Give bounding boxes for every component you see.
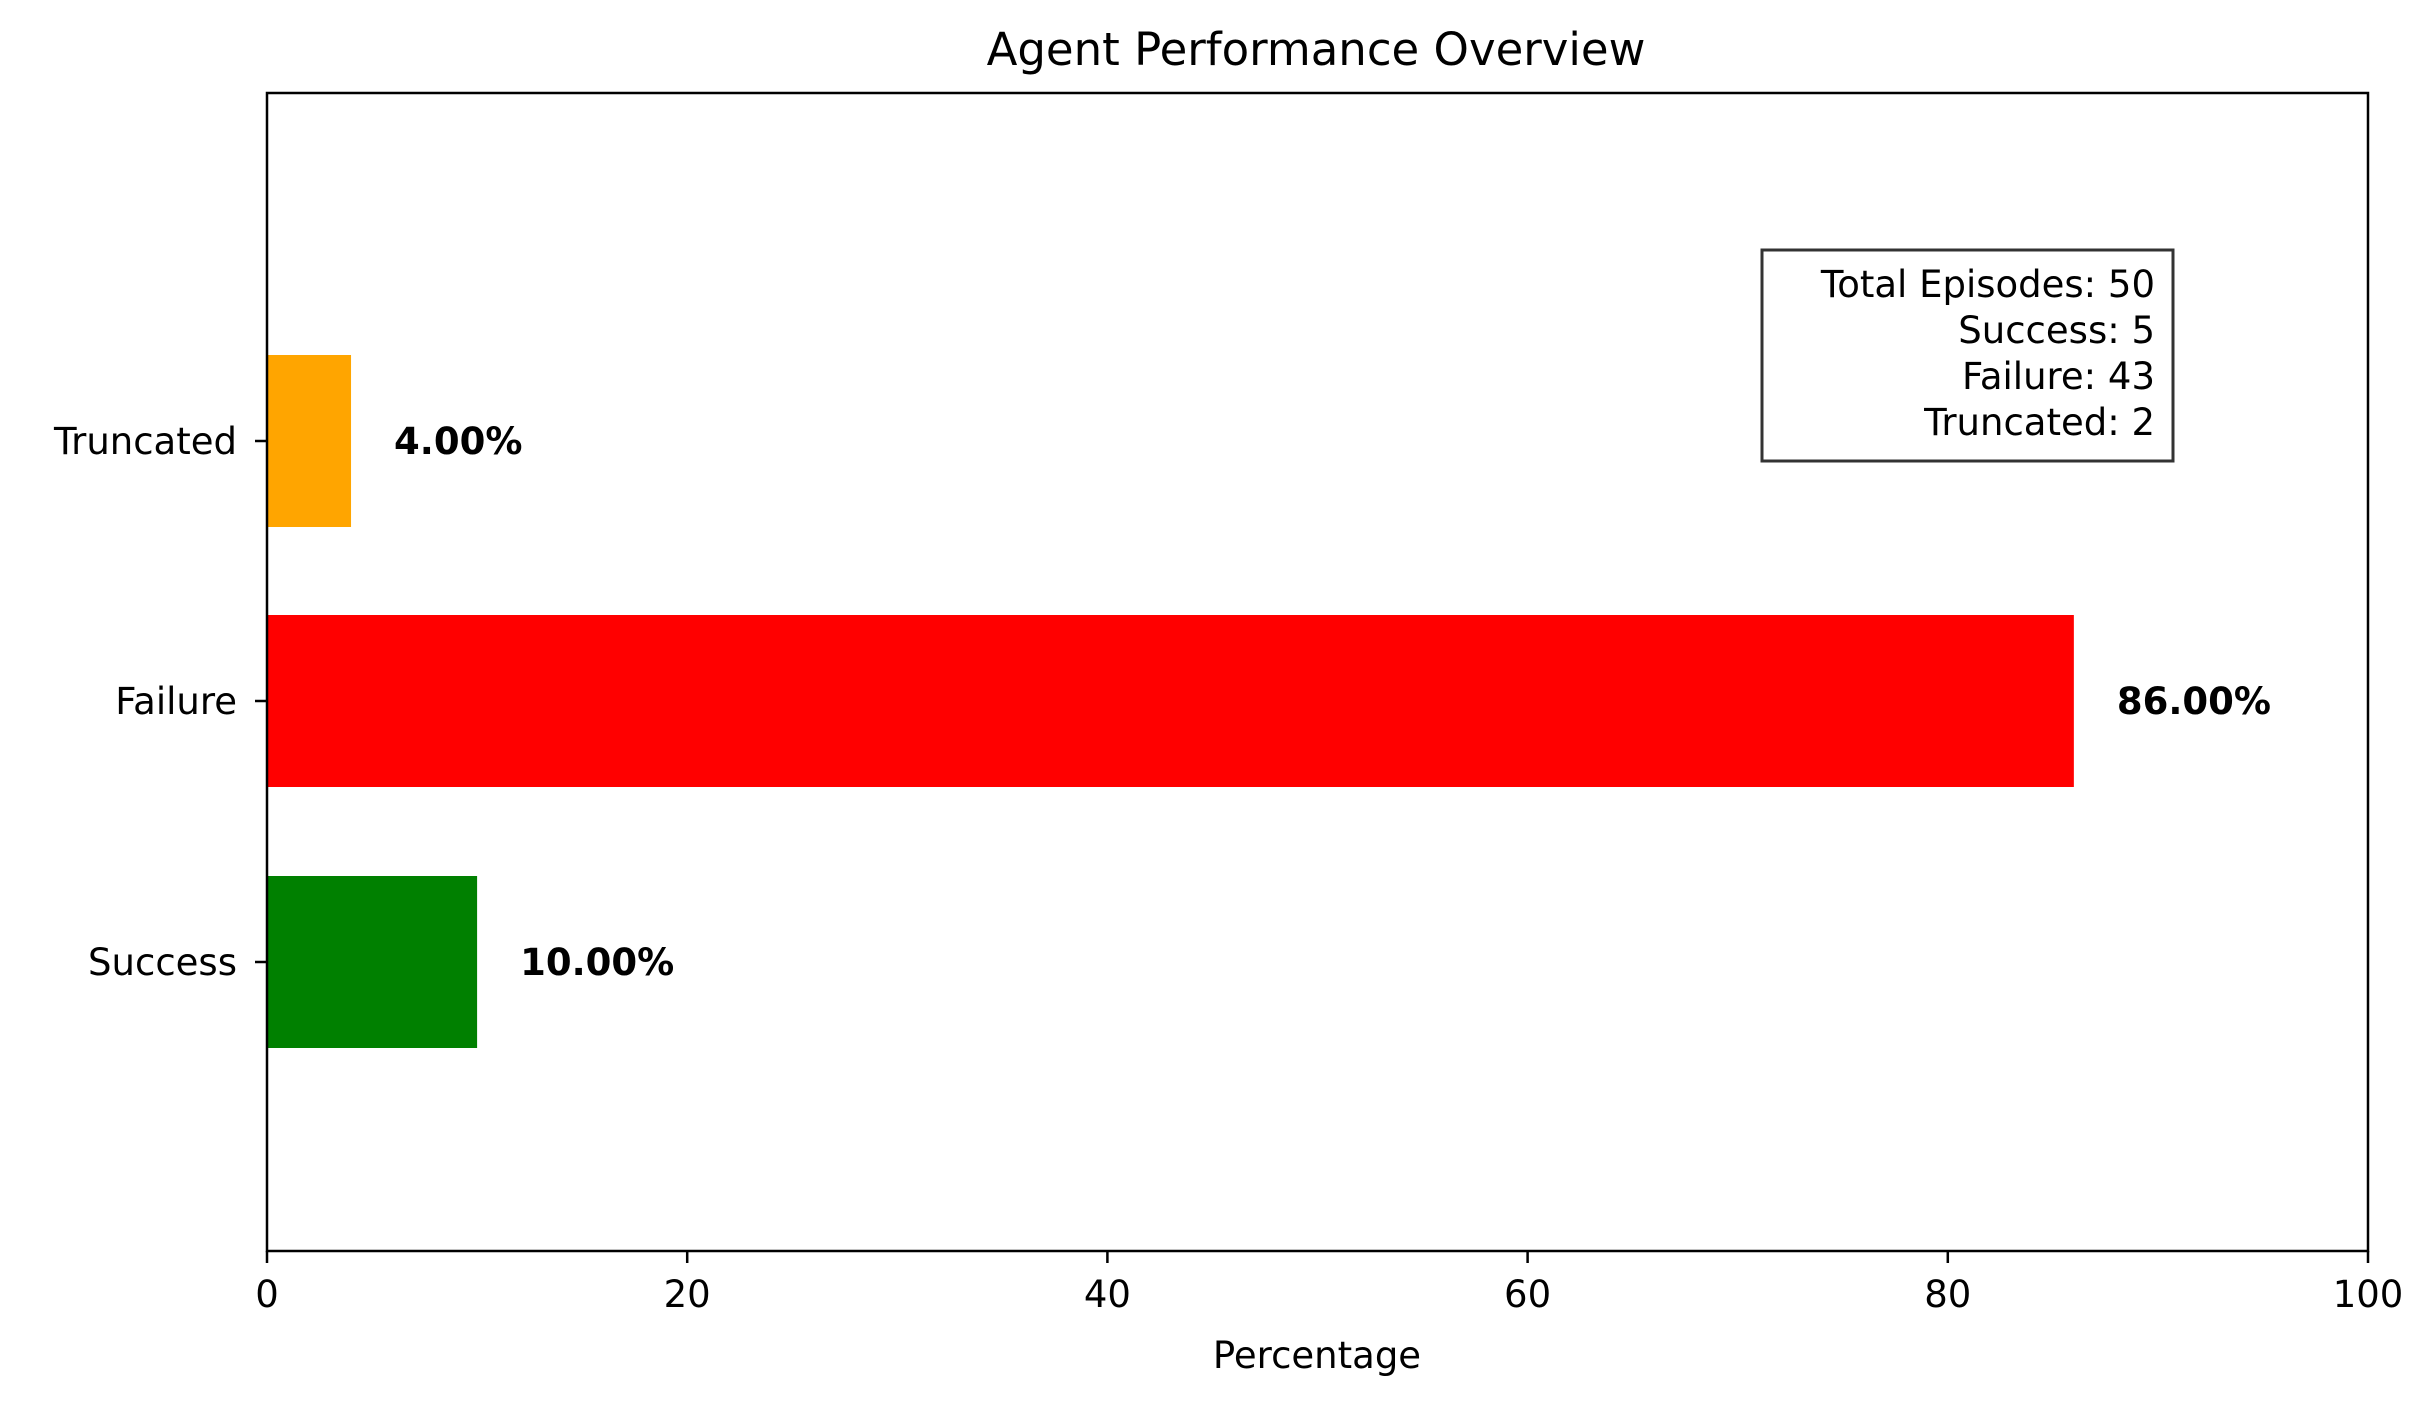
x-tick-label-60: 60: [1504, 1273, 1551, 1316]
x-axis: 0 20 40 60 80 100: [255, 1251, 2403, 1316]
y-axis: Success Failure Truncated: [53, 420, 267, 984]
bar-failure: [267, 615, 2074, 787]
stats-box-frame: [1760, 248, 2175, 463]
stats-failure-count: Failure: 43: [1962, 355, 2155, 398]
x-tick-label-100: 100: [2333, 1273, 2404, 1316]
plot-frame: [265, 91, 2370, 1253]
x-tick-label-20: 20: [664, 1273, 711, 1316]
data-label-failure: 86.00%: [2117, 680, 2271, 723]
y-tick-label-truncated: Truncated: [53, 420, 237, 463]
bar-truncated: [267, 355, 352, 527]
data-labels-layer: 10.00% 86.00% 4.00%: [394, 420, 2271, 984]
x-tick-label-80: 80: [1924, 1273, 1971, 1316]
stats-success-count: Success: 5: [1958, 309, 2155, 352]
data-label-success: 10.00%: [520, 941, 674, 984]
x-tick-label-40: 40: [1084, 1273, 1131, 1316]
bars-layer: [267, 355, 2074, 1048]
bar-success: [267, 876, 478, 1048]
x-axis-label: Percentage: [1213, 1334, 1421, 1377]
stats-truncated-count: Truncated: 2: [1923, 401, 2155, 444]
stats-total-episodes: Total Episodes: 50: [1820, 263, 2155, 306]
y-tick-label-success: Success: [88, 941, 237, 984]
x-tick-label-0: 0: [255, 1273, 279, 1316]
y-tick-label-failure: Failure: [115, 680, 237, 723]
stats-box: Total Episodes: 50 Success: 5 Failure: 4…: [1760, 248, 2175, 463]
data-label-truncated: 4.00%: [394, 420, 522, 463]
chart-title: Agent Performance Overview: [987, 23, 1646, 76]
